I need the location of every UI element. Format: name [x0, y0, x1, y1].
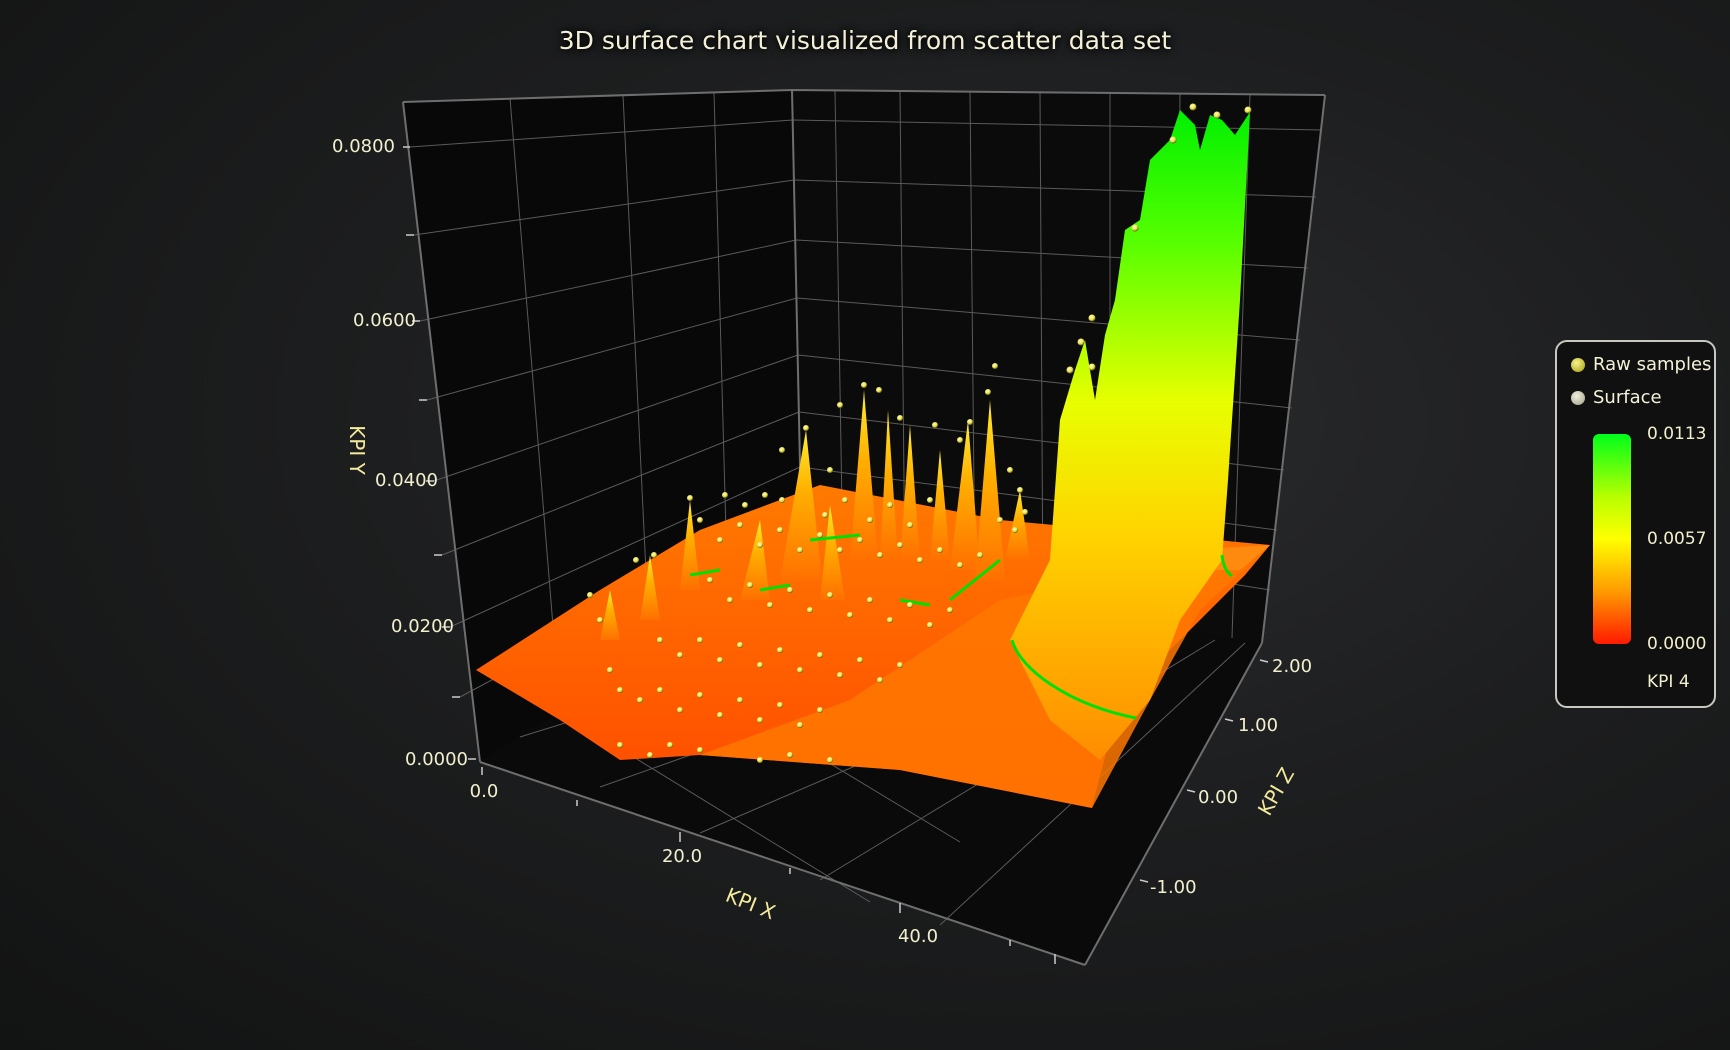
z-tick-label: 2.00 — [1272, 656, 1312, 677]
legend-item-surface[interactable]: Surface — [1571, 387, 1662, 408]
frame-edges — [402, 88, 1326, 966]
y-tick-label: 0.0800 — [332, 136, 395, 157]
z-tick-label: 0.00 — [1198, 787, 1238, 808]
colorscale-mid-label: 0.0057 — [1647, 529, 1707, 549]
z-tick-label: 1.00 — [1238, 715, 1278, 736]
colorscale-min-label: 0.0000 — [1647, 634, 1707, 654]
x-axis-title: KPI X — [722, 883, 779, 925]
raw-samples-scatter — [587, 103, 1252, 763]
y-tick-label: 0.0200 — [391, 616, 454, 637]
surface-spikes — [600, 390, 1030, 640]
legend-label: Surface — [1593, 387, 1662, 408]
y-axis-title: KPI Y — [345, 425, 369, 475]
colorscale-bar — [1593, 434, 1631, 644]
colorscale-title: KPI 4 — [1647, 672, 1690, 692]
y-tick-label: 0.0400 — [375, 470, 438, 491]
chart-title: 3D surface chart visualized from scatter… — [558, 26, 1172, 55]
x-tick-label: 20.0 — [662, 846, 702, 867]
y-tick-label: 0.0000 — [405, 749, 468, 770]
legend-item-raw-samples[interactable]: Raw samples — [1571, 354, 1711, 375]
legend: Raw samples Surface 0.0113 0.0057 0.0000… — [1555, 340, 1716, 708]
y-axis: 0.0800 0.0600 0.0400 0.0200 0.0000 KPI Y — [332, 136, 476, 770]
contour-lines — [689, 533, 1233, 720]
surface-ridge — [1010, 110, 1250, 760]
y-tick-label: 0.0600 — [353, 310, 416, 331]
x-tick-label: 40.0 — [898, 926, 938, 947]
legend-label: Raw samples — [1593, 354, 1712, 375]
yellow-sphere-icon — [1571, 357, 1585, 372]
z-tick-label: -1.00 — [1150, 877, 1197, 898]
x-tick-label: 0.0 — [470, 781, 499, 802]
z-axis-title: KPI Z — [1253, 763, 1299, 819]
white-sphere-icon — [1571, 390, 1585, 405]
colorscale-max-label: 0.0113 — [1647, 424, 1707, 444]
